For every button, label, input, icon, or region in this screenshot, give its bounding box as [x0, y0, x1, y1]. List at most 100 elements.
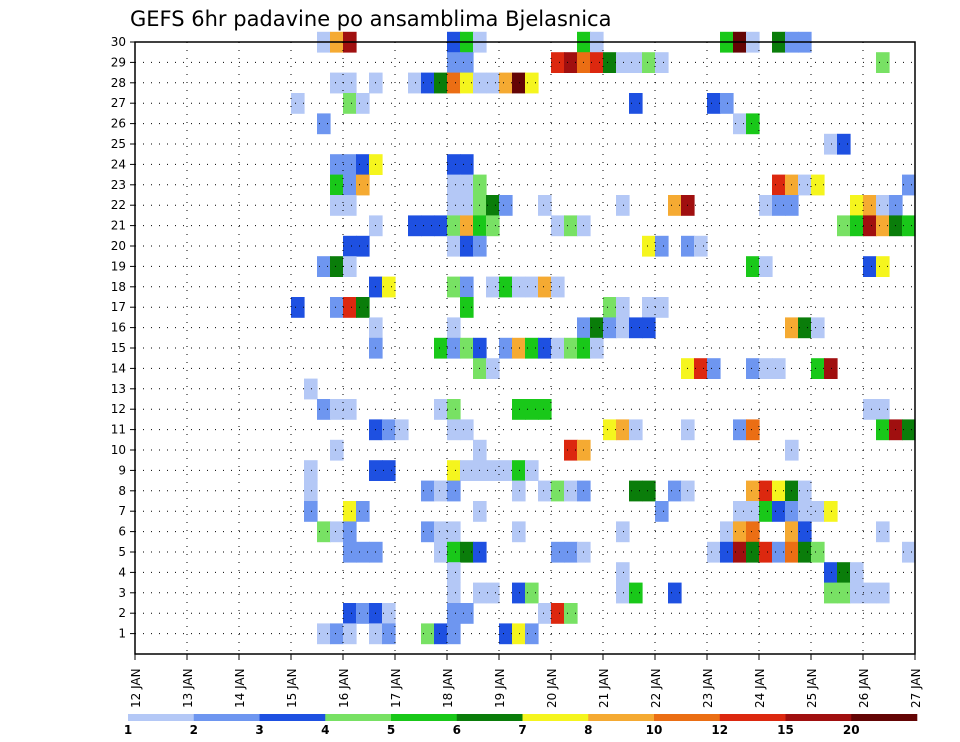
heatmap-cell: [837, 562, 851, 583]
heatmap-cell: [343, 93, 357, 114]
heatmap-cell: [746, 501, 760, 522]
heatmap-cell: [343, 623, 357, 645]
heatmap-cell: [343, 399, 357, 420]
heatmap-cell: [434, 541, 448, 563]
legend-label: 6: [453, 723, 461, 737]
heatmap-cells: [291, 31, 916, 645]
heatmap-cell: [798, 521, 812, 543]
heatmap-cell: [655, 297, 669, 318]
y-tick-label: 27: [111, 96, 126, 110]
x-tick-label: 20 JAN: [545, 668, 559, 708]
heatmap-cell: [486, 276, 500, 298]
heatmap-cell: [447, 317, 461, 339]
heatmap-cell: [486, 72, 500, 94]
heatmap-cell: [343, 501, 357, 522]
heatmap-cell: [876, 399, 890, 420]
legend-label: 10: [646, 723, 663, 737]
y-tick-label: 18: [111, 280, 126, 294]
heatmap-cell: [837, 582, 851, 604]
legend-label: 3: [255, 723, 263, 737]
y-tick-label: 11: [111, 423, 126, 437]
heatmap-cell: [564, 52, 578, 73]
heatmap-cell: [421, 215, 435, 237]
heatmap-cell: [811, 358, 825, 379]
heatmap-cell: [512, 623, 526, 645]
heatmap-cell: [434, 215, 448, 237]
heatmap-cell: [538, 603, 552, 624]
heatmap-cell: [447, 460, 461, 481]
y-tick-label: 3: [118, 586, 126, 600]
x-tick-label: 23 JAN: [701, 668, 715, 708]
heatmap-cell: [824, 133, 838, 155]
heatmap-cell: [512, 582, 526, 604]
heatmap-cell: [876, 215, 890, 237]
y-tick-label: 28: [111, 76, 126, 90]
x-tick-label: 21 JAN: [597, 668, 611, 708]
heatmap-cell: [694, 358, 708, 379]
heatmap-cell: [304, 480, 318, 502]
heatmap-cell: [343, 256, 357, 277]
heatmap-cell: [759, 501, 773, 522]
legend-swatch: [456, 714, 523, 721]
y-tick-label: 25: [111, 137, 126, 151]
x-tick-label: 27 JAN: [909, 668, 923, 708]
heatmap-cell: [525, 460, 539, 481]
heatmap-cell: [798, 317, 812, 339]
heatmap-cell: [616, 297, 630, 318]
heatmap-cell: [551, 276, 565, 298]
heatmap-cell: [538, 480, 552, 502]
heatmap-cell: [486, 358, 500, 379]
y-tick-label: 5: [118, 545, 126, 559]
heatmap-cell: [330, 297, 344, 318]
heatmap-cell: [603, 297, 617, 318]
x-tick-label: 18 JAN: [441, 668, 455, 708]
heatmap-cell: [564, 603, 578, 624]
heatmap-cell: [824, 582, 838, 604]
x-tick-label: 24 JAN: [753, 668, 767, 708]
heatmap-cell: [733, 113, 747, 135]
y-tick-label: 2: [118, 606, 126, 620]
heatmap-cell: [772, 195, 786, 216]
heatmap-cell: [317, 623, 331, 645]
x-axis: 12 JAN 13 JAN 14 JAN 15 JAN 16 JAN 17 JAN 18 J…: [129, 654, 923, 708]
y-tick-label: 16: [111, 321, 126, 335]
heatmap-cell: [447, 72, 461, 94]
heatmap-cell: [447, 541, 461, 563]
heatmap-cell: [356, 297, 370, 318]
heatmap-cell: [304, 460, 318, 481]
heatmap-cell: [798, 480, 812, 502]
y-tick-label: 19: [111, 259, 126, 273]
heatmap-cell: [343, 541, 357, 563]
heatmap-cell: [460, 195, 474, 216]
heatmap-cell: [876, 52, 890, 73]
heatmap-cell: [564, 337, 578, 359]
heatmap-cell: [525, 337, 539, 359]
heatmap-cell: [863, 195, 877, 216]
heatmap-cell: [707, 541, 721, 563]
y-tick-label: 23: [111, 178, 126, 192]
heatmap-cell: [720, 93, 734, 114]
heatmap-cell: [876, 419, 890, 441]
heatmap-cell: [876, 195, 890, 216]
x-tick-label: 14 JAN: [233, 668, 247, 708]
heatmap-cell: [590, 317, 604, 339]
heatmap-cell: [746, 113, 760, 135]
heatmap-cell: [356, 154, 370, 175]
heatmap-cell: [655, 52, 669, 73]
heatmap-cell: [356, 93, 370, 114]
heatmap-cell: [551, 541, 565, 563]
heatmap-cell: [447, 154, 461, 175]
heatmap-cell: [811, 174, 825, 196]
legend-swatch: [325, 714, 392, 721]
heatmap-cell: [291, 297, 305, 318]
heatmap-cell: [460, 460, 474, 481]
heatmap-cell: [330, 195, 344, 216]
heatmap-cell: [902, 419, 916, 441]
heatmap-cell: [811, 317, 825, 339]
heatmap-cell: [382, 276, 396, 298]
heatmap-cell: [525, 582, 539, 604]
y-tick-label: 10: [111, 443, 126, 457]
heatmap-cell: [629, 317, 643, 339]
heatmap-cell: [382, 603, 396, 624]
heatmap-cell: [460, 154, 474, 175]
